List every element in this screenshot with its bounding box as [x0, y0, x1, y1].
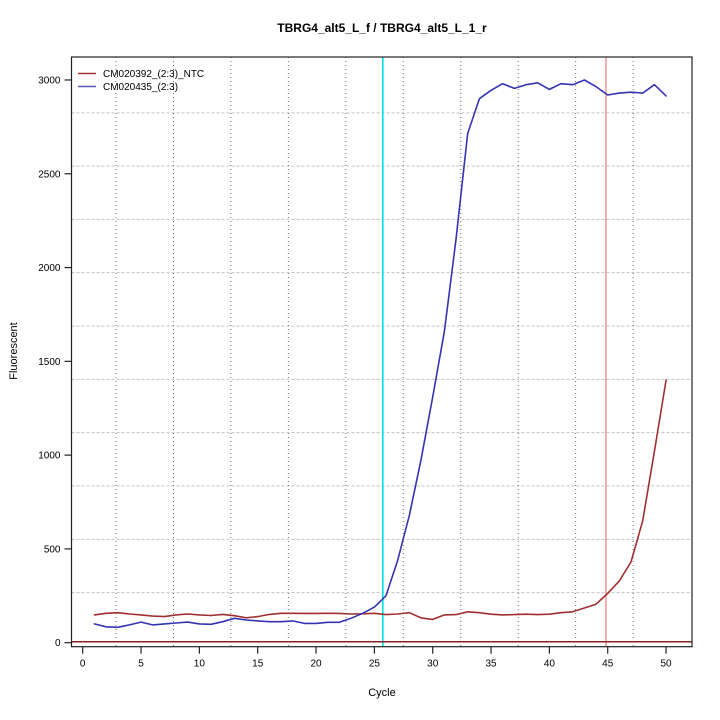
legend-label-sample: CM020435_(2:3) — [103, 82, 178, 93]
plot-title: TBRG4_alt5_L_f / TBRG4_alt5_L_1_r — [277, 21, 487, 35]
y-tick-label: 0 — [55, 638, 61, 649]
x-tick-label: 30 — [427, 659, 439, 670]
x-tick-label: 50 — [660, 659, 672, 670]
x-tick-label: 5 — [138, 659, 144, 670]
x-tick-label: 25 — [369, 659, 381, 670]
y-axis-label: Fluorescent — [8, 322, 20, 379]
amplification-curve-0 — [93, 379, 667, 621]
x-tick-label: 40 — [544, 659, 556, 670]
y-tick-label: 2000 — [38, 263, 61, 274]
y-tick-label: 2500 — [38, 169, 61, 180]
x-tick-label: 10 — [194, 659, 206, 670]
legend-label-ntc: CM020392_(2:3)_NTC — [103, 69, 204, 80]
y-tick-label: 1500 — [38, 357, 61, 368]
y-tick-label: 3000 — [38, 75, 61, 86]
x-axis-label: Cycle — [368, 687, 396, 699]
amplification-curve-1 — [93, 79, 667, 629]
plot-area: 0 5 10 15 20 25 30 35 40 45 5005001000150020002500… — [38, 56, 693, 670]
plot-border — [70, 56, 693, 648]
x-tick-label: 15 — [252, 659, 264, 670]
x-tick-label: 20 — [310, 659, 322, 670]
x-tick-label: 35 — [485, 659, 497, 670]
legend: CM020392_(2:3)_NTC CM020435_(2:3) — [78, 69, 204, 93]
x-tick-label: 0 — [80, 659, 86, 670]
y-tick-label: 1000 — [38, 451, 61, 462]
y-tick-label: 500 — [44, 544, 61, 555]
x-tick-label: 45 — [602, 659, 614, 670]
